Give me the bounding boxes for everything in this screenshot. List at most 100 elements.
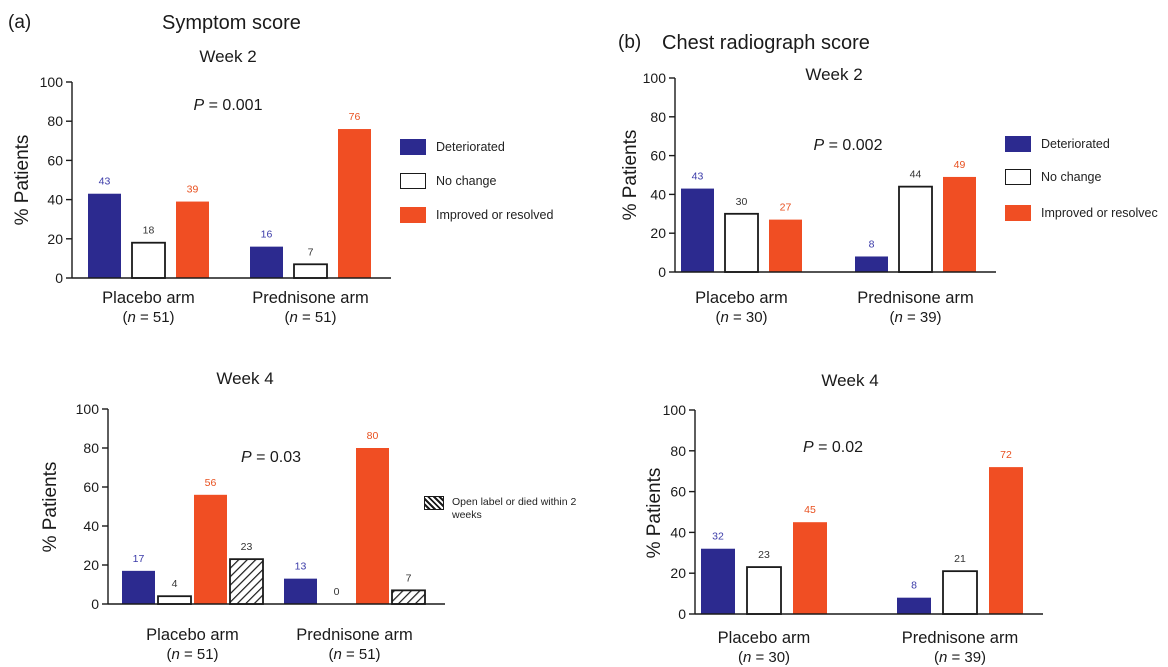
y-tick-label: 20	[670, 565, 686, 581]
legend-item-deteriorated: Deteriorated	[1005, 136, 1110, 152]
y-tick-label: 20	[650, 225, 666, 241]
bar-value-label: 32	[712, 531, 724, 543]
y-tick-label: 40	[650, 186, 666, 202]
legend-swatch-no-change	[400, 173, 426, 189]
panel-a-title: Symptom score	[162, 12, 301, 34]
x-category-label: Placebo arm	[718, 629, 811, 647]
bar	[391, 589, 426, 605]
x-category-n: (n = 51)	[122, 309, 174, 326]
bar	[284, 578, 317, 604]
y-tick-label: 80	[47, 113, 63, 129]
bar-value-label: 7	[308, 246, 314, 258]
bar-value-label: 43	[692, 171, 704, 183]
bar-value-label: 8	[869, 238, 875, 250]
y-tick-label: 60	[670, 484, 686, 500]
legend-item-improved: Improved or resolved	[400, 207, 553, 223]
bar-value-label: 43	[99, 176, 111, 188]
bar-value-label: 8	[911, 580, 917, 592]
y-tick-label: 80	[670, 443, 686, 459]
bar	[942, 570, 978, 615]
y-tick-label: 0	[658, 264, 666, 280]
bar	[131, 241, 166, 279]
x-category-label: Prednisone arm	[296, 626, 412, 644]
p-value-annotation: P = 0.02	[803, 439, 863, 456]
bar-value-label: 49	[954, 159, 966, 171]
p-value-annotation: P = 0.03	[241, 449, 301, 466]
bar-value-label: 45	[804, 504, 816, 516]
bar-value-label: 21	[954, 553, 966, 565]
bar-value-label: 27	[780, 202, 792, 214]
chart-title: Week 2	[199, 47, 256, 66]
bar-value-label: 39	[187, 184, 199, 196]
bar	[194, 494, 227, 604]
bar-value-label: 7	[406, 572, 412, 584]
chart-title: Week 2	[805, 65, 862, 84]
bar	[943, 176, 976, 272]
x-category-label: Placebo arm	[102, 289, 195, 307]
bar	[681, 188, 714, 272]
y-tick-label: 60	[83, 479, 99, 495]
y-tick-label: 60	[650, 148, 666, 164]
p-value-annotation: P = 0.002	[814, 137, 883, 154]
bar-value-label: 72	[1000, 449, 1012, 461]
y-tick-label: 0	[91, 596, 99, 612]
legend-item-open-label: Open label or died within 2 weeks	[424, 496, 584, 522]
bar	[746, 566, 782, 615]
y-tick-label: 40	[670, 524, 686, 540]
legend-label: Improved or resolvec	[1041, 206, 1158, 220]
legend-swatch-improved	[1005, 205, 1031, 221]
legend-item-no-change: No change	[400, 173, 496, 189]
bar-value-label: 80	[367, 430, 379, 442]
panel-b-label: (b)	[618, 32, 642, 53]
bar	[176, 201, 209, 278]
bar	[88, 193, 121, 278]
bar-value-label: 13	[295, 561, 307, 573]
panel-a-label: (a)	[8, 12, 32, 33]
y-axis-title: % Patients	[40, 462, 61, 553]
bar	[897, 597, 931, 614]
chart-title: Week 4	[216, 369, 273, 388]
x-category-n: (n = 51)	[284, 309, 336, 326]
y-tick-label: 40	[47, 192, 63, 208]
bar-value-label: 30	[736, 196, 748, 208]
y-tick-label: 0	[55, 270, 63, 286]
bar-value-label: 56	[205, 477, 217, 489]
x-category-n: (n = 51)	[166, 646, 218, 663]
y-tick-label: 60	[47, 152, 63, 168]
y-tick-label: 100	[643, 70, 667, 86]
legend-swatch-deteriorated	[1005, 136, 1031, 152]
y-tick-label: 100	[40, 74, 64, 90]
bar	[250, 246, 283, 278]
bar	[229, 558, 264, 605]
bar	[793, 522, 827, 614]
bar-value-label: 23	[241, 541, 253, 553]
bar-value-label: 4	[172, 578, 178, 590]
y-tick-label: 100	[76, 401, 100, 417]
bar-value-label: 44	[910, 169, 922, 181]
legend-swatch-no-change	[1005, 169, 1031, 185]
y-tick-label: 80	[650, 109, 666, 125]
bar-value-label: 18	[143, 225, 155, 237]
x-category-n: (n = 30)	[738, 649, 790, 666]
legend-label: Deteriorated	[1041, 137, 1110, 151]
p-value-annotation: P = 0.001	[194, 97, 263, 114]
y-axis-title: % Patients	[644, 468, 665, 559]
y-tick-label: 0	[678, 606, 686, 622]
y-tick-label: 20	[83, 557, 99, 573]
y-tick-label: 80	[83, 440, 99, 456]
x-category-n: (n = 30)	[715, 309, 767, 326]
bar	[855, 256, 888, 272]
x-category-label: Prednisone arm	[902, 629, 1018, 647]
y-tick-label: 20	[47, 231, 63, 247]
legend-label: Open label or died within 2 weeks	[452, 496, 577, 521]
bar	[769, 219, 802, 272]
legend-label: No change	[1041, 170, 1102, 184]
bar	[338, 129, 371, 278]
bar	[122, 570, 155, 604]
bar	[701, 548, 735, 614]
legend-swatch-improved	[400, 207, 426, 223]
x-category-label: Prednisone arm	[857, 289, 973, 307]
bar	[356, 448, 389, 604]
chart-title: Week 4	[821, 371, 878, 390]
legend-label: Deteriorated	[436, 140, 505, 154]
